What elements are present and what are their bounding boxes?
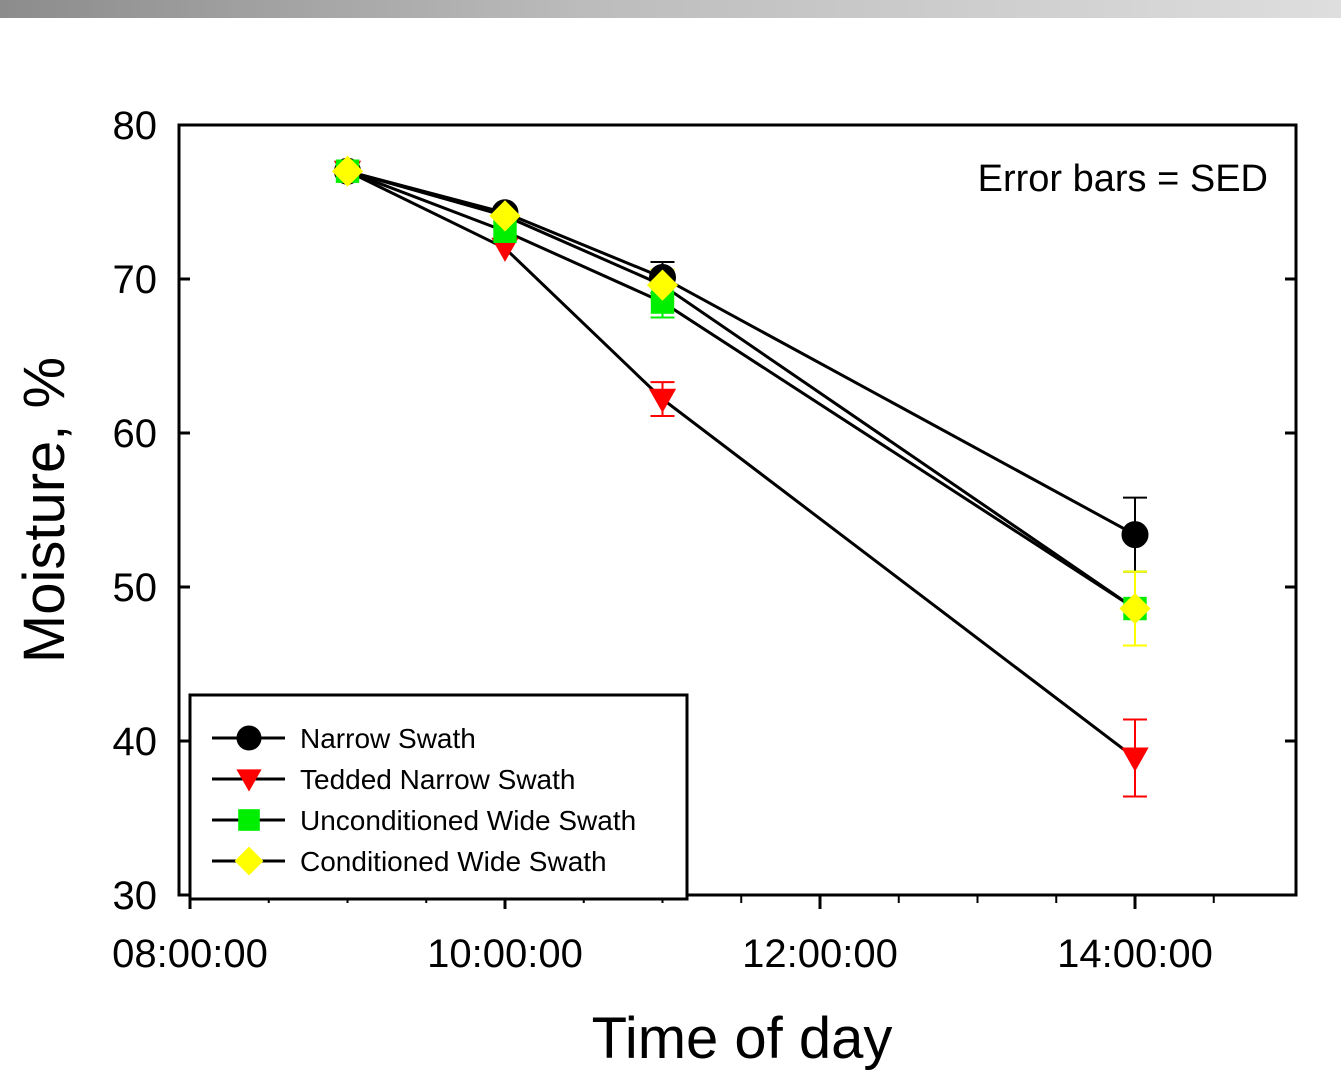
legend-label: Unconditioned Wide Swath — [300, 805, 636, 836]
legend-marker — [234, 846, 264, 876]
legend-marker — [236, 725, 262, 751]
data-point-3-3 — [1119, 592, 1151, 625]
legend-label: Tedded Narrow Swath — [300, 764, 575, 795]
data-point-3-1 — [489, 200, 521, 232]
series-line-2 — [346, 169, 1136, 610]
x-tick-label: 12:00:00 — [742, 932, 898, 976]
data-point-2-2 — [650, 290, 675, 314]
data-point-0-3 — [1121, 521, 1149, 549]
y-tick-label: 40 — [113, 720, 158, 764]
data-point-1-1 — [491, 237, 519, 262]
data-point-1-2 — [648, 388, 677, 413]
x-tick-label: 14:00:00 — [1057, 932, 1213, 976]
legend-marker — [236, 769, 262, 792]
legend-box — [188, 693, 689, 901]
y-axis-title: Moisture, % — [12, 357, 77, 663]
x-axis-title: Time of day — [592, 1006, 893, 1071]
legend-label: Conditioned Wide Swath — [300, 846, 607, 877]
x-tick-label: 08:00:00 — [112, 932, 268, 976]
data-point-1-3 — [1121, 747, 1149, 772]
series-line-1 — [346, 169, 1136, 760]
x-tick-label: 10:00:00 — [427, 932, 583, 976]
y-tick-label: 30 — [113, 874, 158, 918]
y-tick-label: 50 — [113, 566, 158, 610]
error-bars-annotation: Error bars = SED — [978, 158, 1268, 200]
plot-frame — [177, 123, 1298, 897]
y-tick-label: 80 — [113, 104, 158, 148]
series-line-3 — [347, 169, 1136, 610]
y-tick-label: 60 — [113, 412, 158, 456]
data-point-3-2 — [646, 269, 679, 301]
y-tick-label: 70 — [113, 258, 158, 302]
top-banner — [0, 0, 1341, 18]
legend-label: Narrow Swath — [300, 723, 476, 754]
legend-marker — [238, 809, 260, 831]
data-point-3-0 — [331, 155, 364, 187]
